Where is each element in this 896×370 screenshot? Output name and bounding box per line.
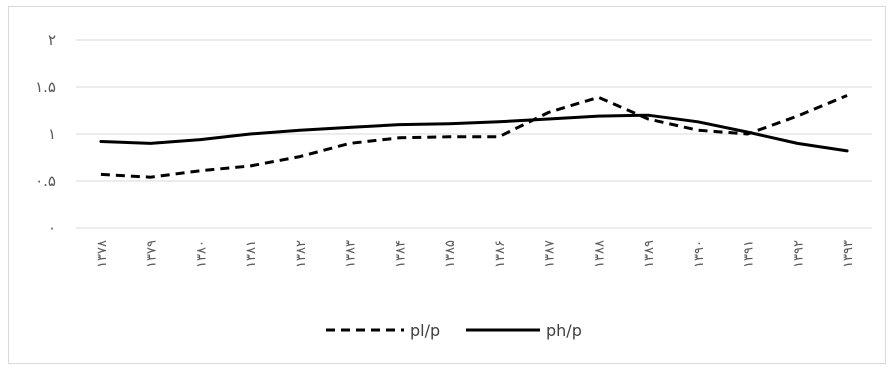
y-tick-label: ۰	[48, 219, 56, 237]
x-axis-ticks: ۱۳۷۸ ۱۳۷۹ ۱۳۸۰ ۱۳۸۱ ۱۳۸۲ ۱۳۸۳ ۱۳۸۴ ۱۳۸۵ ۱۳۸۶ ۱۳۸۷…	[95, 240, 856, 268]
series-line-pl-p	[100, 94, 848, 179]
x-tick-label: ۱۳۸۸	[592, 240, 607, 268]
legend-label: pl/p	[410, 321, 440, 340]
x-tick-label: ۱۳۹۱	[742, 240, 757, 268]
legend-label: ph/p	[546, 321, 582, 340]
x-tick-label: ۱۳۸۳	[344, 240, 359, 268]
y-tick-label: ۱.۵	[35, 78, 56, 96]
y-axis-ticks: ۰ ۰.۵ ۱ ۱.۵ ۲	[35, 31, 56, 237]
x-tick-label: ۱۳۸۵	[443, 240, 458, 268]
x-tick-label: ۱۳۸۶	[493, 240, 508, 268]
legend: pl/p ph/p	[326, 321, 582, 340]
y-tick-label: ۰.۵	[35, 172, 56, 190]
x-tick-label: ۱۳۹۰	[692, 240, 707, 268]
x-tick-label: ۱۳۹۲	[791, 240, 806, 268]
x-tick-label: ۱۳۹۳	[841, 240, 856, 268]
series-line-ph-p	[99, 113, 849, 153]
gridlines	[76, 39, 872, 182]
x-tick-label: ۱۳۸۷	[543, 240, 558, 268]
x-tick-label: ۱۳۷۹	[145, 240, 160, 268]
series-lines	[99, 94, 849, 179]
x-tick-label: ۱۳۸۲	[294, 240, 309, 268]
x-tick-label: ۱۳۸۱	[244, 240, 259, 268]
x-tick-label: ۱۳۸۰	[194, 240, 209, 268]
y-tick-label: ۱	[48, 125, 56, 143]
x-tick-label: ۱۳۸۹	[642, 240, 657, 268]
x-tick-label: ۱۳۸۴	[393, 240, 408, 268]
x-tick-label: ۱۳۷۸	[95, 240, 110, 268]
chart-frame	[8, 6, 886, 364]
y-tick-label: ۲	[48, 31, 56, 49]
